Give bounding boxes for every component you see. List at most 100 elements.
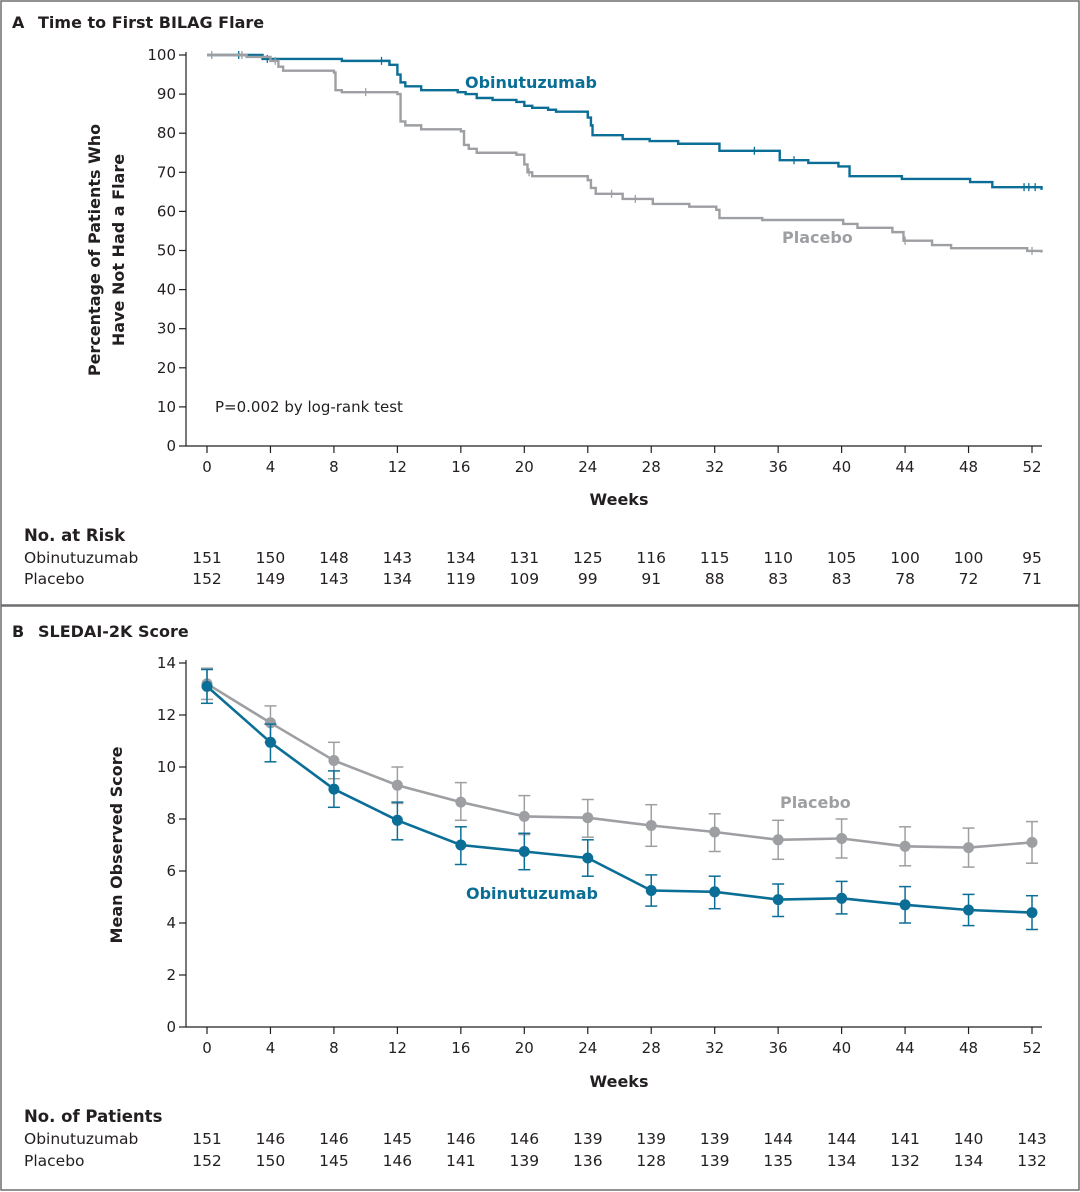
panel-a-y-tick-label: 40: [157, 281, 176, 299]
panel-b-table-cell-placebo: 139: [700, 1152, 730, 1170]
panel-b-placebo-point: [709, 826, 721, 838]
panel-b-table-cell-obinutuzumab: 146: [446, 1130, 476, 1148]
panel-b-obinutuzumab-point: [201, 680, 213, 692]
panel-a-y-tick-label: 30: [157, 320, 176, 338]
panel-b-x-tick-label: 52: [1022, 1039, 1041, 1057]
panel-b-y-tick-label: 8: [166, 810, 176, 828]
panel-b-obinutuzumab-point: [772, 894, 784, 906]
panel-a-x-tick-label: 12: [388, 458, 407, 476]
panel-a-pvalue-annotation: P=0.002 by log-rank test: [215, 398, 403, 416]
panel-a-x-tick-label: 8: [329, 458, 339, 476]
panel-b-table-cell-placebo: 132: [890, 1152, 920, 1170]
panel-b-x-tick-label: 0: [202, 1039, 212, 1057]
panel-a-table-cell-obinutuzumab: 116: [636, 549, 666, 567]
panel-a-table-cell-placebo: 152: [192, 570, 222, 588]
panel-a-ylabel-line2: Have Not Had a Flare: [109, 154, 128, 346]
panel-a-table-cell-placebo: 83: [832, 570, 852, 588]
panel-b-x-tick-label: 20: [515, 1039, 534, 1057]
panel-b-y-tick-label: 2: [166, 966, 176, 984]
panel-b-x-tick-label: 48: [959, 1039, 978, 1057]
panel-b-placebo-point: [645, 820, 657, 831]
panel-b-y-tick-label: 6: [166, 862, 176, 880]
panel-a-y-tick-label: 70: [157, 163, 176, 181]
panel-b-x-tick-label: 36: [769, 1039, 788, 1057]
panel-b-table-cell-obinutuzumab: 145: [383, 1130, 413, 1148]
panel-b-placebo-point: [836, 833, 848, 844]
panel-b-table-cell-placebo: 134: [954, 1152, 984, 1170]
panel-a-y-tick-label: 20: [157, 359, 176, 377]
panel-a-y-tick-label: 0: [166, 437, 176, 455]
panel-b-table-cell-placebo: 152: [192, 1152, 222, 1170]
panel-a-x-tick-label: 24: [578, 458, 597, 476]
panel-b-obinutuzumab-point: [582, 852, 594, 864]
panel-a-table-cell-obinutuzumab: 100: [890, 549, 920, 567]
panel-b-y-tick-label: 10: [157, 758, 176, 776]
panel-b-x-tick-label: 4: [266, 1039, 276, 1057]
panel-a-table-row-label-obinutuzumab: Obinutuzumab: [24, 549, 138, 567]
panel-b-x-tick-label: 24: [578, 1039, 597, 1057]
panel-a-ylabel-line1: Percentage of Patients Who: [85, 124, 104, 376]
panel-b-table-cell-placebo: 132: [1017, 1152, 1047, 1170]
panel-b-obinutuzumab-point: [518, 846, 530, 857]
panel-b-letter: B: [12, 622, 24, 641]
panel-b-frame: [0, 605, 1080, 1191]
panel-b-obinutuzumab-point: [1026, 907, 1038, 919]
panel-b-table-cell-obinutuzumab: 139: [700, 1130, 730, 1148]
panel-b-obinutuzumab-point: [391, 814, 403, 826]
panel-a-obinutuzumab-label: Obinutuzumab: [465, 73, 597, 92]
panel-a-table-cell-placebo: 109: [510, 570, 540, 588]
panel-b-table-cell-obinutuzumab: 151: [192, 1130, 222, 1148]
panel-b-obinutuzumab-point: [899, 899, 911, 911]
panel-b-table-cell-obinutuzumab: 139: [636, 1130, 666, 1148]
panel-b-table-row-label-obinutuzumab: Obinutuzumab: [24, 1130, 138, 1148]
panel-b-x-tick-label: 32: [705, 1039, 724, 1057]
panel-b-table-cell-obinutuzumab: 144: [827, 1130, 857, 1148]
panel-a-xlabel: Weeks: [590, 490, 649, 509]
panel-b-table-cell-placebo: 141: [446, 1152, 476, 1170]
panel-a-x-tick-label: 48: [959, 458, 978, 476]
panel-b-obinutuzumab-point: [328, 783, 340, 795]
panel-a-table-cell-obinutuzumab: 150: [256, 549, 286, 567]
panel-a-x-tick-label: 0: [202, 458, 212, 476]
panel-b-table-cell-obinutuzumab: 141: [890, 1130, 920, 1148]
panel-a-table-row-label-placebo: Placebo: [24, 570, 85, 588]
panel-a-table-cell-obinutuzumab: 131: [510, 549, 540, 567]
panel-a-table-cell-obinutuzumab: 95: [1022, 549, 1042, 567]
panel-a-placebo-label: Placebo: [782, 228, 853, 247]
panel-a-placebo-curve: [207, 53, 1043, 253]
panel-b-placebo-point: [1026, 836, 1038, 848]
panel-a-y-tick-label: 60: [157, 202, 176, 220]
panel-a-table-cell-placebo: 119: [446, 570, 476, 588]
panel-b-ylabel: Mean Observed Score: [107, 746, 126, 943]
panel-a-y-tick-label: 90: [157, 85, 176, 103]
panel-a-table-cell-placebo: 71: [1022, 570, 1042, 588]
panel-b-x-tick-label: 12: [388, 1039, 407, 1057]
panel-b-placebo-point: [582, 812, 594, 824]
panel-b-obinutuzumab-label: Obinutuzumab: [466, 884, 598, 903]
panel-a-table-cell-obinutuzumab: 151: [192, 549, 222, 567]
panel-b-obinutuzumab-point: [836, 892, 848, 904]
panel-b-table-cell-obinutuzumab: 139: [573, 1130, 603, 1148]
panel-a-table-cell-placebo: 88: [705, 570, 725, 588]
panel-a-table-cell-obinutuzumab: 110: [763, 549, 793, 567]
panel-b-table-cell-placebo: 135: [763, 1152, 793, 1170]
panel-a-y-tick-label: 10: [157, 398, 176, 416]
panel-a-x-tick-label: 52: [1022, 458, 1041, 476]
panel-b-placebo-point: [963, 842, 975, 854]
panel-a-table-cell-placebo: 99: [578, 570, 598, 588]
panel-a-y-tick-label: 50: [157, 242, 176, 260]
panel-b-placebo-point: [518, 810, 530, 822]
panel-a-table-cell-placebo: 91: [641, 570, 661, 588]
panel-a-x-tick-label: 32: [705, 458, 724, 476]
panel-b-obinutuzumab-point: [645, 885, 657, 896]
panel-b-table-cell-obinutuzumab: 146: [319, 1130, 349, 1148]
panel-a-table-cell-placebo: 83: [768, 570, 788, 588]
panel-b-table-cell-placebo: 134: [827, 1152, 857, 1170]
panel-b-placebo-point: [772, 834, 784, 846]
panel-b-placebo-label: Placebo: [780, 793, 851, 812]
panel-b-title: SLEDAI-2K Score: [38, 622, 189, 641]
panel-b-table-cell-obinutuzumab: 146: [256, 1130, 286, 1148]
panel-a-title: Time to First BILAG Flare: [38, 13, 264, 32]
